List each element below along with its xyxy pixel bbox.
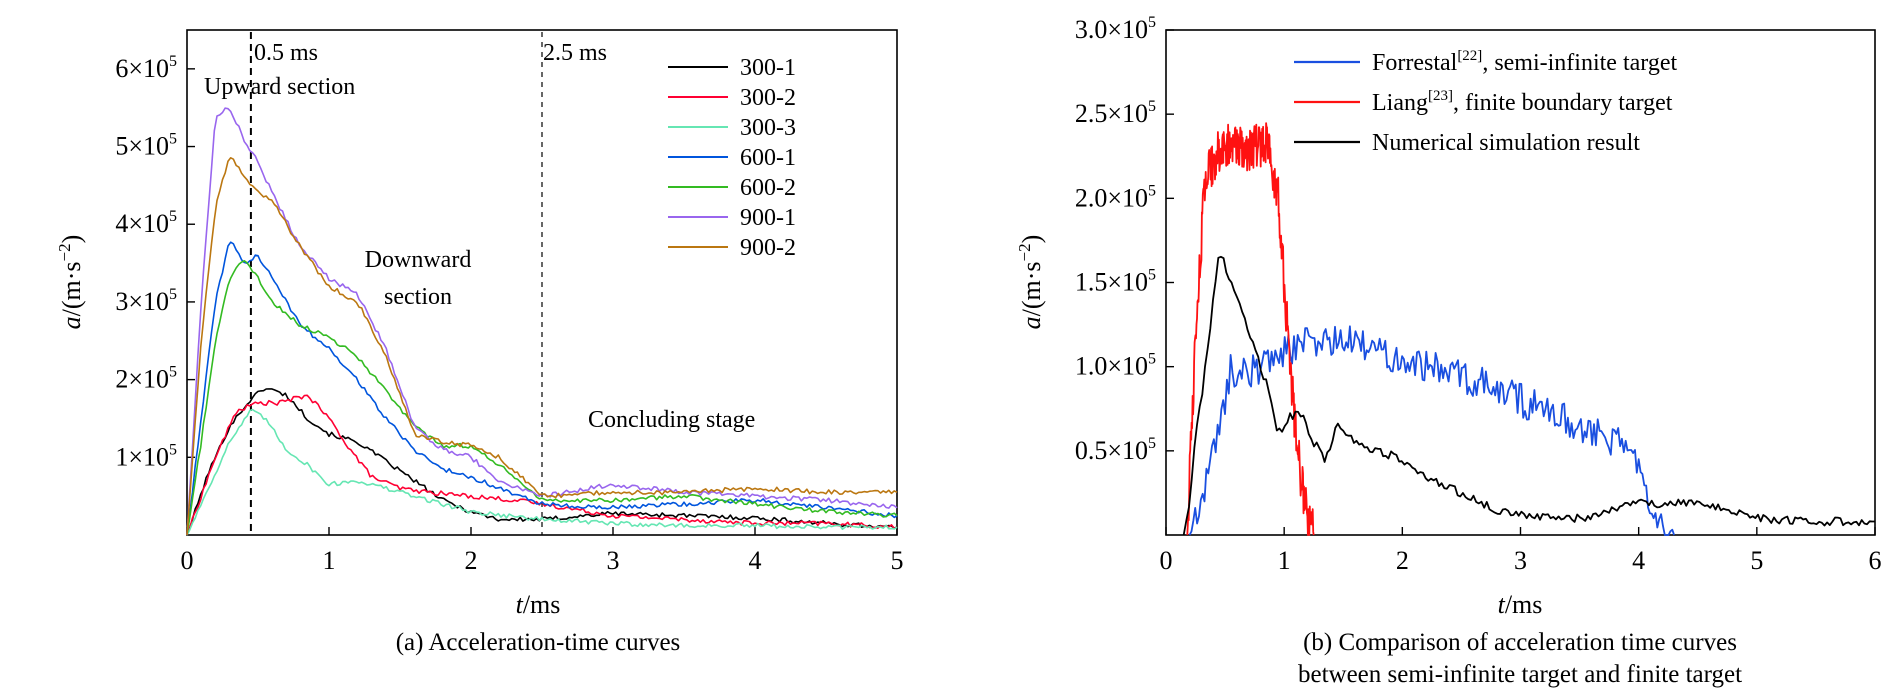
panel-b-y-axis-label: a/(m·s−2) (1015, 235, 1046, 330)
series-line-900-2 (186, 157, 898, 536)
series-line-600-2 (186, 260, 898, 536)
series-line-600-1 (186, 241, 898, 536)
legend-label-numerical-simulation: Numerical simulation result (1372, 130, 1640, 156)
x-tick-label: 2 (1396, 546, 1409, 575)
x-tick-label: 2 (465, 546, 478, 575)
x-tick-label: 1 (1278, 546, 1291, 575)
y-tick-label: 3×105 (115, 286, 177, 316)
panel-a-x-axis-label: t/ms (516, 590, 561, 619)
annotation-upward-section: Upward section (204, 74, 355, 100)
x-tick-label: 5 (1750, 546, 1763, 575)
legend-label-900-1: 900-1 (740, 205, 796, 231)
series-line-300-3 (186, 408, 898, 536)
annotation-0-5-ms: 0.5 ms (254, 40, 318, 66)
panel-b-x-axis-label: t/ms (1498, 590, 1543, 619)
x-tick-label: 0 (1160, 546, 1173, 575)
panel-b-caption-line1: (b) Comparison of acceleration time curv… (1303, 629, 1737, 656)
legend-label-300-2: 300-2 (740, 85, 796, 111)
panel-a-y-axis-label: a/(m·s−2) (55, 235, 86, 330)
y-tick-label: 2.5×105 (1075, 98, 1156, 128)
y-tick-label: 4×105 (115, 208, 177, 238)
y-tick-label: 1.5×105 (1075, 267, 1156, 297)
panel-b-caption-line2: between semi-infinite target and finite … (1298, 661, 1742, 688)
legend-label-600-2: 600-2 (740, 175, 796, 201)
y-tick-label: 3.0×105 (1075, 14, 1156, 44)
panel-a-chart: (a) Acceleration-time curves a/(m·s−2) t… (55, 29, 904, 656)
y-tick-label: 2×105 (115, 364, 177, 394)
y-tick-label: 5×105 (115, 131, 177, 161)
y-tick-label: 0.5×105 (1075, 435, 1156, 465)
legend-label-300-1: 300-1 (740, 55, 796, 81)
y-tick-label: 2.0×105 (1075, 182, 1156, 212)
legend-label-600-1: 600-1 (740, 145, 796, 171)
x-tick-label: 6 (1869, 546, 1882, 575)
legend-label-liang: Liang[23], finite boundary target (1372, 88, 1673, 116)
x-tick-label: 3 (1514, 546, 1527, 575)
series-line-numerical-simulation (1182, 255, 1875, 536)
legend-label-forrestal: Forrestal[22], semi-infinite target (1372, 48, 1677, 76)
legend-label-300-3: 300-3 (740, 115, 796, 141)
annotation-2-5-ms: 2.5 ms (543, 40, 607, 66)
x-tick-label: 4 (749, 546, 762, 575)
legend-label-900-2: 900-2 (740, 235, 796, 261)
panel-b-chart: (b) Comparison of acceleration time curv… (1015, 14, 1882, 688)
series-line-forrestal (1188, 325, 1675, 536)
x-tick-label: 0 (181, 546, 194, 575)
x-tick-label: 4 (1632, 546, 1645, 575)
series-line-liang (1186, 122, 1315, 536)
x-tick-label: 1 (323, 546, 336, 575)
panel-a-caption: (a) Acceleration-time curves (396, 629, 681, 656)
x-tick-label: 5 (891, 546, 904, 575)
annotation-concluding-stage: Concluding stage (588, 407, 755, 433)
x-tick-label: 3 (607, 546, 620, 575)
y-tick-label: 1.0×105 (1075, 351, 1156, 381)
y-tick-label: 1×105 (115, 441, 177, 471)
annotation-downward-line1: Downward (365, 247, 472, 273)
y-tick-label: 6×105 (115, 53, 177, 83)
annotation-downward-line2: section (384, 284, 452, 310)
